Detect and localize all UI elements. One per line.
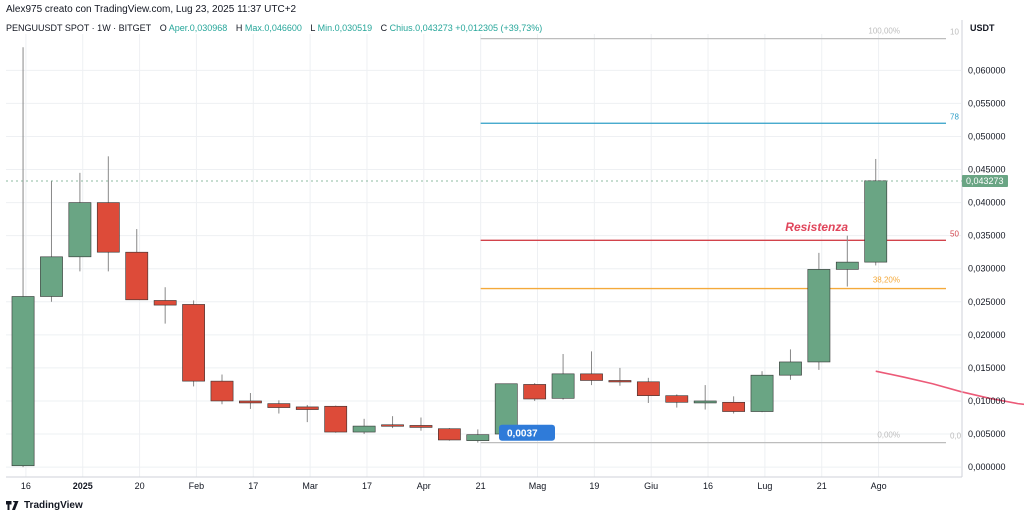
candle-up (68, 202, 92, 258)
candle-down (636, 381, 660, 396)
candle-down (239, 400, 262, 404)
change-value: +0,012305 (+39,73%) (455, 23, 543, 33)
candle-up (807, 269, 831, 363)
close-value: Chius.0,043273 (389, 23, 453, 33)
fib-level-pct: 38,20% (873, 276, 900, 285)
y-tick-label: 0,020000 (968, 330, 1006, 340)
candle-down (722, 401, 746, 412)
price-tag-label: 0,043273 (966, 176, 1004, 186)
x-tick-label: Giu (644, 481, 658, 491)
fib-level-pct: 100,00% (868, 27, 900, 36)
x-tick-label: Mar (302, 481, 318, 491)
tradingview-logo[interactable]: TradingView (6, 500, 83, 511)
candle-down (182, 304, 205, 382)
candle-down (295, 406, 319, 410)
candle-up (352, 425, 376, 433)
price-tag-bg (962, 174, 1008, 187)
candle-down (665, 395, 689, 403)
x-tick-label: 21 (817, 481, 827, 491)
candle-up (551, 373, 575, 399)
candle-up (750, 374, 774, 412)
y-tick-label: 0,015000 (968, 363, 1006, 373)
ma-line (875, 370, 1024, 406)
x-tick-label: 19 (589, 481, 599, 491)
x-tick-label: 20 (135, 481, 145, 491)
moving-average (875, 370, 1024, 406)
symbol-label: PENGUUSDT SPOT · 1W · BITGET (6, 23, 152, 33)
y-tick-label: 0,025000 (968, 297, 1006, 307)
y-tick-label: 0,035000 (968, 231, 1006, 241)
candle-down (381, 424, 404, 427)
candle-down (608, 380, 632, 383)
low-label: L (310, 23, 316, 33)
y-tick-label: 0,040000 (968, 198, 1006, 208)
chart-grid (6, 34, 961, 477)
y-tick-label: 0,050000 (968, 131, 1006, 141)
y-tick-label: 0,010000 (968, 396, 1006, 406)
y-tick-label: 0,030000 (968, 264, 1006, 274)
tradingview-icon (6, 501, 19, 510)
fib-level-side-label: 78 (950, 112, 959, 121)
fib-level-side-label: 0,0 (950, 432, 962, 441)
open-value: Aper.0,030968 (168, 23, 228, 33)
fib-level-pct: 0,00% (877, 431, 900, 440)
resistance-label: Resistenza (785, 220, 848, 234)
x-tick-label: 16 (21, 481, 31, 491)
chart-labels: Resistenza 0,043273 0,0037 (6, 174, 1008, 441)
x-tick-label: Apr (417, 481, 431, 491)
candle-up (466, 434, 490, 441)
open-label: O (159, 23, 167, 33)
candle-down (267, 403, 291, 408)
high-value: Max.0,046600 (244, 23, 302, 33)
x-tick-label: 16 (703, 481, 713, 491)
candle-down (409, 425, 433, 428)
x-tick-label: 2025 (73, 481, 93, 491)
x-tick-label: 21 (476, 481, 486, 491)
candle-up (40, 256, 63, 297)
brand-label: TradingView (24, 500, 83, 511)
candle-down (580, 373, 603, 381)
x-tick-label: 17 (248, 481, 258, 491)
y-tick-label: 0,000000 (968, 462, 1006, 472)
candle-down (96, 202, 120, 253)
ohlc-header: PENGUUSDT SPOT · 1W · BITGET O Aper.0,03… (6, 23, 542, 33)
chart-axes: 0,000000 0,005000 0,010000 0,015000 0,020000… (6, 20, 1006, 491)
candle-up (11, 296, 35, 467)
y-tick-label: 0,005000 (968, 429, 1006, 439)
candle-down (438, 428, 461, 441)
close-label: C (380, 23, 388, 33)
candle-down (210, 380, 234, 402)
author-line: Alex975 creato con TradingView.com, Lug … (6, 4, 297, 15)
candle-down (523, 384, 547, 400)
candle-up (835, 261, 859, 270)
candle-down (153, 300, 177, 306)
x-tick-label: Ago (871, 481, 887, 491)
candle-up (779, 361, 802, 376)
candle-up (693, 400, 717, 404)
currency-label: USDT (970, 23, 995, 33)
fib-level-side-label: 50 (950, 229, 959, 238)
x-tick-label: Mag (529, 481, 547, 491)
x-tick-label: 17 (362, 481, 372, 491)
y-tick-label: 0,060000 (968, 65, 1006, 75)
candle-down (125, 251, 149, 301)
high-label: H (235, 23, 243, 33)
candle-up (864, 180, 888, 263)
y-tick-label: 0,055000 (968, 98, 1006, 108)
x-tick-label: Lug (757, 481, 772, 491)
x-tick-label: Feb (189, 481, 205, 491)
candle-down (324, 405, 348, 433)
candles (11, 47, 888, 468)
y-tick-label: 0,045000 (968, 165, 1006, 175)
fib-level-side-label: 10 (950, 28, 959, 37)
low-value: Min.0,030519 (317, 23, 373, 33)
marker-label: 0,0037 (507, 429, 538, 440)
marker-bg (499, 424, 555, 441)
